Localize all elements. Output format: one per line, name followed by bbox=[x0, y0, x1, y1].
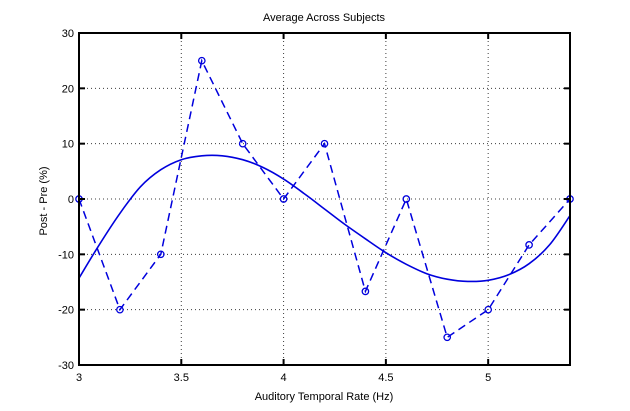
subject-average-data-marker bbox=[197, 56, 206, 65]
plot-background bbox=[79, 33, 570, 365]
y-tick-label: 0 bbox=[68, 194, 74, 206]
subject-average-data-marker bbox=[443, 333, 452, 342]
y-tick-label: -30 bbox=[58, 360, 74, 372]
x-tick-label: 4 bbox=[281, 372, 287, 384]
subject-average-data-line bbox=[78, 58, 571, 339]
axis-box bbox=[78, 32, 571, 366]
y-tick-label: 20 bbox=[62, 83, 74, 95]
subject-average-data-marker bbox=[238, 139, 247, 148]
subject-average-data-marker bbox=[279, 195, 288, 203]
x-tick-label: 3.5 bbox=[174, 372, 189, 384]
subject-average-data-marker bbox=[116, 305, 124, 314]
subject-average-data-marker bbox=[484, 305, 493, 314]
x-tick-label: 4.5 bbox=[378, 372, 393, 384]
x-tick-label: 5 bbox=[485, 372, 491, 384]
y-axis-label: Post - Pre (%) bbox=[38, 166, 50, 235]
y-tick-label: -10 bbox=[58, 249, 74, 261]
x-axis-label: Auditory Temporal Rate (Hz) bbox=[255, 391, 394, 403]
y-tick-label: -20 bbox=[58, 305, 74, 317]
x-tick-label: 3 bbox=[76, 372, 82, 384]
y-tick-label: 30 bbox=[62, 28, 74, 40]
y-tick-label: 10 bbox=[62, 139, 74, 151]
plot-area: 3 3.5 4 4.5 5 -30 -20 -10 0 10 20 30 bbox=[58, 28, 574, 384]
chart-title: Average Across Subjects bbox=[263, 12, 386, 24]
subject-average-data-marker bbox=[361, 287, 370, 296]
subject-average-data-marker bbox=[320, 139, 329, 148]
subject-average-data-marker bbox=[156, 250, 165, 259]
subject-average-data-marker bbox=[525, 241, 533, 249]
subject-average-data-marker bbox=[402, 195, 411, 203]
smooth-fit-curve-line bbox=[78, 154, 571, 283]
